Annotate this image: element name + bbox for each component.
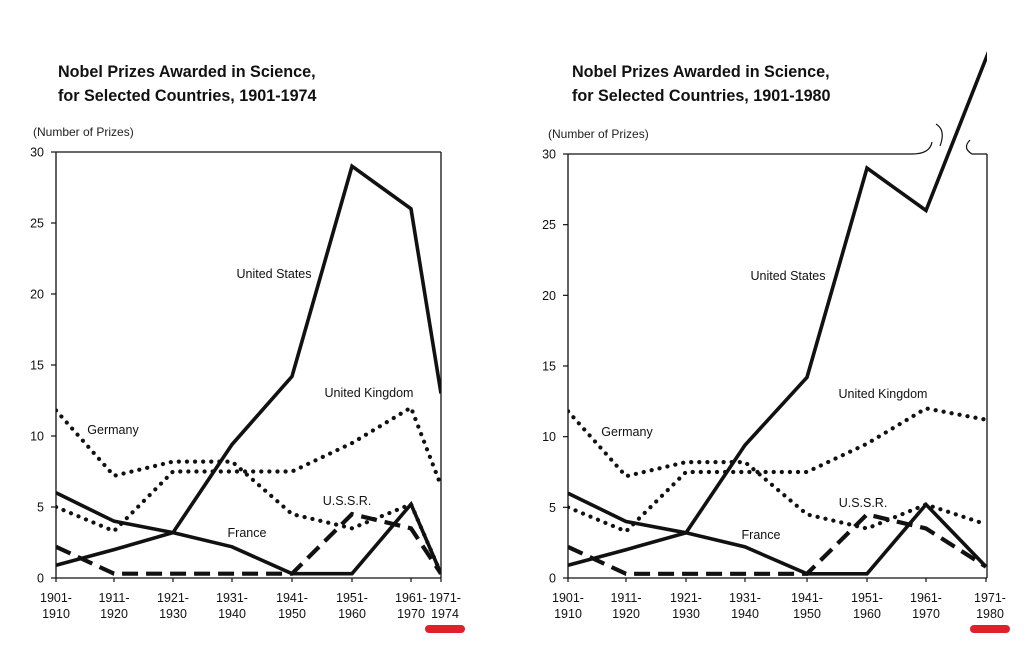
y-axis-unit-label: (Number of Prizes)	[548, 127, 649, 141]
chart-panel-1980: Nobel Prizes Awarded in Science, for Sel…	[512, 0, 1024, 658]
axis-break-mark	[935, 123, 943, 147]
chart-title: Nobel Prizes Awarded in Science, for Sel…	[572, 60, 831, 108]
chart-panel-1974: Nobel Prizes Awarded in Science, for Sel…	[30, 60, 465, 633]
series-line-u-s-s-r	[56, 511, 441, 576]
x-tick-label-1941-1950: 1941-1950	[276, 591, 308, 621]
x-tick-label-1961-1970: 1961-1970	[395, 591, 427, 621]
top-frame-right-segment	[965, 139, 987, 155]
x-tick-label-1921-1930: 1921-1930	[670, 591, 702, 621]
series-label-united-kingdom: United Kingdom	[839, 387, 928, 401]
line-chart-1974: 0 5 10 15 20 25 30 1901-1910 1911-1920 1921-1930 1…	[30, 146, 465, 633]
series-line-germany	[568, 409, 987, 531]
series-label-france: France	[742, 528, 781, 542]
series-line-united-states	[56, 163, 441, 567]
y-tick-label-5: 5	[37, 501, 44, 515]
x-tick-label-1951-1960: 1951-1960	[851, 591, 883, 621]
x-tick-label-1971-1974: 1971-1974	[429, 591, 461, 621]
y-tick-label-30: 30	[30, 146, 44, 160]
series-label-u-s-s-r: U.S.S.R.	[323, 494, 372, 508]
series-label-france: France	[228, 526, 267, 540]
line-chart-1980: 0 5 10 15 20 25 30 1901-1910 1911-1920 1921-1930 1…	[542, 50, 1010, 633]
x-tick-label-1951-1960: 1951-1960	[336, 591, 368, 621]
plot-frame	[567, 123, 988, 579]
series-label-united-states: United States	[236, 267, 311, 281]
y-axis-unit-label: (Number of Prizes)	[33, 125, 134, 139]
y-tick-label-30: 30	[542, 148, 556, 162]
y-tick-label-10: 10	[542, 430, 556, 444]
y-tick-label-20: 20	[30, 288, 44, 302]
y-tick-label-5: 5	[549, 501, 556, 515]
series-label-germany: Germany	[601, 425, 653, 439]
y-tick-label-10: 10	[30, 430, 44, 444]
x-tick-label-1961-1970: 1961-1970	[910, 591, 942, 621]
chart-title-line-1: Nobel Prizes Awarded in Science,	[58, 62, 316, 81]
x-tick-label-1911-1920: 1911-1920	[610, 591, 641, 621]
y-tick-label-0: 0	[549, 572, 556, 586]
x-tick-label-1941-1950: 1941-1950	[791, 591, 823, 621]
series-line-united-kingdom	[56, 404, 441, 534]
series-label-united-kingdom: United Kingdom	[325, 386, 414, 400]
chart-title-line-1: Nobel Prizes Awarded in Science,	[572, 62, 830, 81]
series-line-united-states	[568, 50, 987, 568]
x-tick-label-1901-1910: 1901-1910	[40, 591, 72, 621]
series-label-u-s-s-r: U.S.S.R.	[839, 496, 888, 510]
x-tick-label-1931-1940: 1931-1940	[729, 591, 761, 621]
chart-title: Nobel Prizes Awarded in Science, for Sel…	[58, 60, 317, 108]
x-tick-label-1911-1920: 1911-1920	[98, 591, 129, 621]
x-tick-label-1931-1940: 1931-1940	[216, 591, 248, 621]
series-label-germany: Germany	[87, 423, 139, 437]
y-tick-label-25: 25	[542, 218, 556, 232]
series-line-u-s-s-r	[568, 512, 987, 576]
x-tick-label-1901-1910: 1901-1910	[552, 591, 584, 621]
y-tick-label-15: 15	[30, 359, 44, 373]
series-lines	[56, 163, 441, 576]
series-lines	[568, 50, 987, 576]
series-line-france	[56, 491, 441, 576]
y-tick-label-0: 0	[37, 572, 44, 586]
chart-title-line-2: for Selected Countries, 1901-1974	[58, 86, 317, 105]
x-tick-label-1971-1980: 1971-1980	[974, 591, 1006, 621]
y-tick-label-25: 25	[30, 217, 44, 231]
x-tick-label-1921-1930: 1921-1930	[157, 591, 189, 621]
series-label-united-states: United States	[750, 269, 825, 283]
chart-title-line-2: for Selected Countries, 1901-1980	[572, 86, 831, 105]
plot-frame	[55, 151, 442, 579]
series-line-france	[568, 491, 987, 576]
y-tick-label-20: 20	[542, 289, 556, 303]
top-frame-left-segment	[568, 141, 933, 155]
series-line-germany	[56, 408, 441, 576]
y-tick-label-15: 15	[542, 360, 556, 374]
